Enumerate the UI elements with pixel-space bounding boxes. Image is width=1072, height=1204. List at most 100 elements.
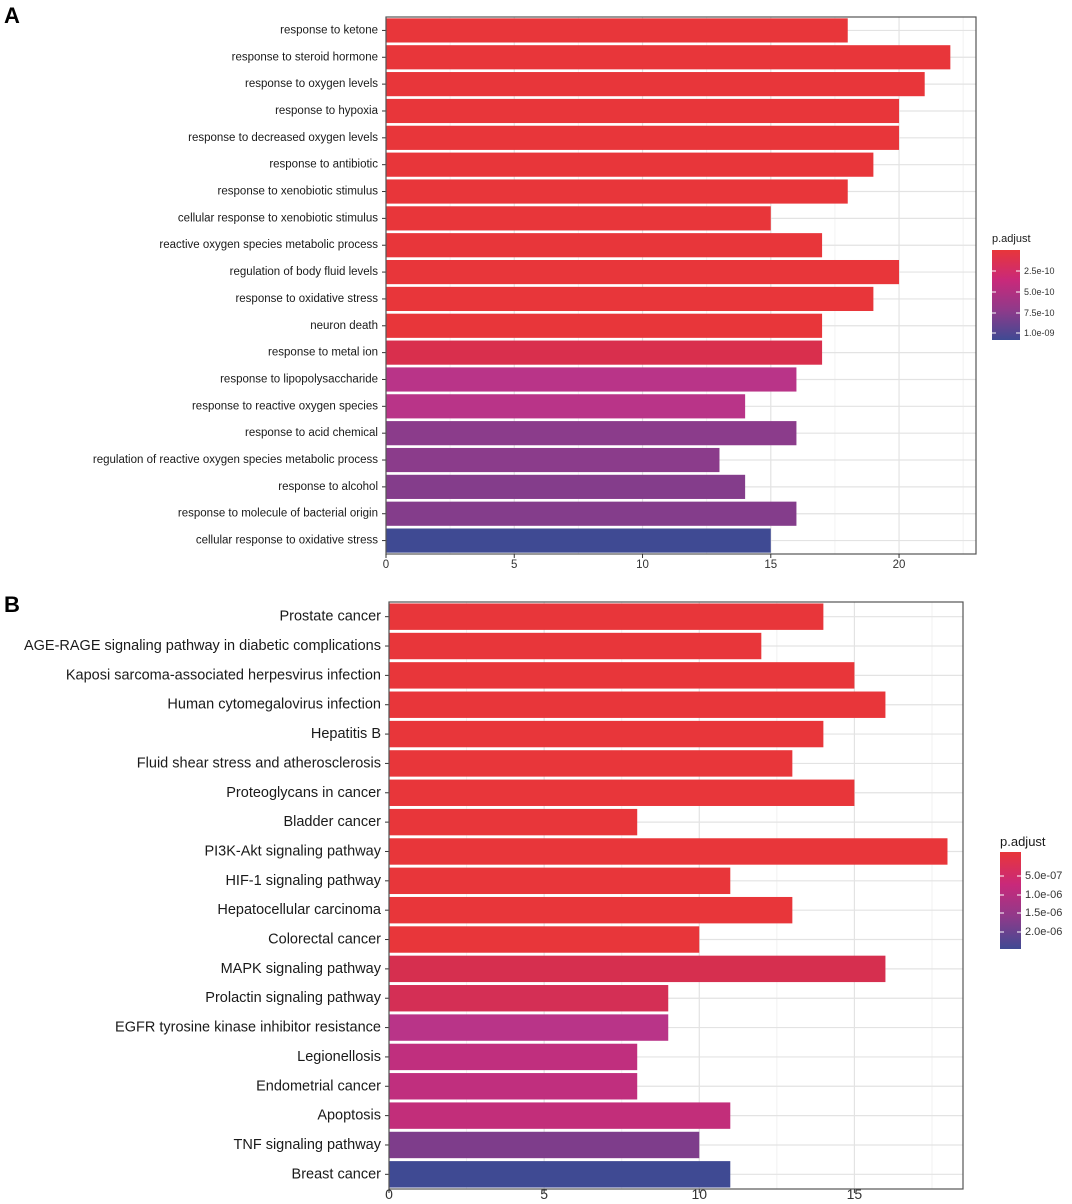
bar [386, 152, 874, 177]
bar [389, 1043, 638, 1071]
category-label: Fluid shear stress and atherosclerosis [137, 755, 381, 771]
category-label: response to acid chemical [245, 427, 378, 439]
legend-label: 1.0e-09 [1024, 328, 1055, 338]
bar [389, 779, 855, 806]
category-label: response to oxidative stress [235, 293, 378, 305]
category-label: Prolactin signaling pathway [205, 990, 381, 1006]
legend: p.adjust 5.0e-07 1.0e-06 1.5e-06 2.0e-06 [1000, 834, 1062, 949]
plot-border [385, 16, 977, 555]
plot-background [389, 602, 963, 1189]
legend-label: 2.0e-06 [1025, 926, 1062, 938]
x-tick-label: 5 [540, 1186, 548, 1202]
bar [386, 18, 848, 43]
bar [386, 313, 823, 338]
bar [386, 286, 874, 312]
legend-title: p.adjust [992, 233, 1031, 245]
x-tick-label: 0 [385, 1186, 393, 1202]
x-tick-label: 10 [691, 1186, 707, 1202]
legend-colorbar [992, 250, 1020, 340]
legend-label: 2.5e-10 [1024, 266, 1055, 276]
bar [386, 394, 746, 419]
bar [389, 896, 793, 924]
category-label: response to lipopolysaccharide [220, 373, 378, 385]
x-tick-label: 10 [636, 559, 649, 571]
legend-colorbar [1000, 852, 1021, 949]
legend-label: 5.0e-10 [1024, 287, 1055, 297]
x-tick-label: 20 [893, 559, 906, 571]
bar [386, 447, 720, 473]
category-label: PI3K-Akt signaling pathway [204, 843, 381, 859]
bar [389, 955, 886, 983]
category-label: Human cytomegalovirus infection [167, 697, 381, 713]
panel-letter: A [4, 3, 20, 28]
category-label: MAPK signaling pathway [221, 961, 382, 977]
category-label: response to reactive oxygen species [192, 400, 378, 412]
bar [386, 179, 848, 204]
bar [389, 1014, 669, 1041]
bar [386, 45, 951, 70]
category-label: response to hypoxia [275, 105, 379, 117]
category-label: HIF-1 signaling pathway [225, 873, 381, 889]
bar [386, 501, 797, 526]
bar [386, 125, 900, 150]
category-label: Proteoglycans in cancer [226, 785, 381, 801]
category-label: response to oxygen levels [245, 78, 378, 90]
bar [389, 1073, 638, 1100]
bar [389, 926, 700, 953]
category-label: cellular response to xenobiotic stimulus [178, 212, 378, 224]
legend-label: 5.0e-07 [1025, 870, 1062, 882]
category-label: response to alcohol [278, 481, 378, 493]
bar [386, 528, 771, 553]
x-tick-label: 5 [511, 559, 517, 571]
bar [389, 867, 731, 895]
category-label: Apoptosis [317, 1108, 381, 1124]
bar [389, 603, 824, 630]
category-label: response to decreased oxygen levels [188, 132, 378, 144]
bar [386, 206, 771, 231]
category-label: EGFR tyrosine kinase inhibitor resistanc… [115, 1020, 381, 1036]
legend-label: 1.5e-06 [1025, 907, 1062, 919]
category-label: cellular response to oxidative stress [196, 535, 378, 547]
bar [389, 691, 886, 718]
bar [389, 1161, 731, 1188]
category-label: response to metal ion [268, 347, 378, 359]
category-label: Colorectal cancer [268, 932, 381, 948]
category-label: response to molecule of bacterial origin [178, 508, 378, 520]
category-label: response to ketone [280, 24, 378, 36]
category-label: reactive oxygen species metabolic proces… [159, 239, 378, 251]
category-label: response to steroid hormone [232, 51, 378, 63]
bar [386, 367, 797, 392]
bar [386, 340, 823, 365]
x-tick-label: 15 [764, 559, 777, 571]
category-label: TNF signaling pathway [234, 1137, 382, 1153]
bar [386, 474, 746, 499]
bar [389, 720, 824, 748]
bar [389, 632, 762, 660]
category-label: Bladder cancer [283, 814, 381, 830]
legend-label: 7.5e-10 [1024, 308, 1055, 318]
category-label: Breast cancer [292, 1166, 382, 1182]
category-label: Hepatitis B [311, 726, 381, 742]
bar [389, 1102, 731, 1129]
legend: p.adjust 2.5e-10 5.0e-10 7.5e-10 1.0e-09 [992, 233, 1055, 340]
bar [389, 750, 793, 777]
category-label: Legionellosis [297, 1049, 381, 1065]
category-label: neuron death [310, 320, 378, 332]
panel-b: B Prostate cancer AGE-RAGE signaling pathw… [4, 592, 1062, 1202]
category-label: regulation of reactive oxygen species me… [93, 454, 378, 466]
category-label: response to xenobiotic stimulus [218, 186, 379, 198]
bar [386, 259, 900, 285]
bar [389, 838, 948, 865]
bar [389, 1131, 700, 1159]
category-label: Endometrial cancer [256, 1078, 381, 1094]
legend-label: 1.0e-06 [1025, 889, 1062, 901]
x-tick-label: 15 [847, 1186, 863, 1202]
bar [386, 98, 900, 124]
category-label: AGE-RAGE signaling pathway in diabetic c… [24, 638, 381, 654]
plot-background [386, 17, 976, 554]
category-label: response to antibiotic [269, 159, 378, 171]
legend-title: p.adjust [1000, 834, 1046, 849]
category-label: Hepatocellular carcinoma [217, 902, 382, 918]
